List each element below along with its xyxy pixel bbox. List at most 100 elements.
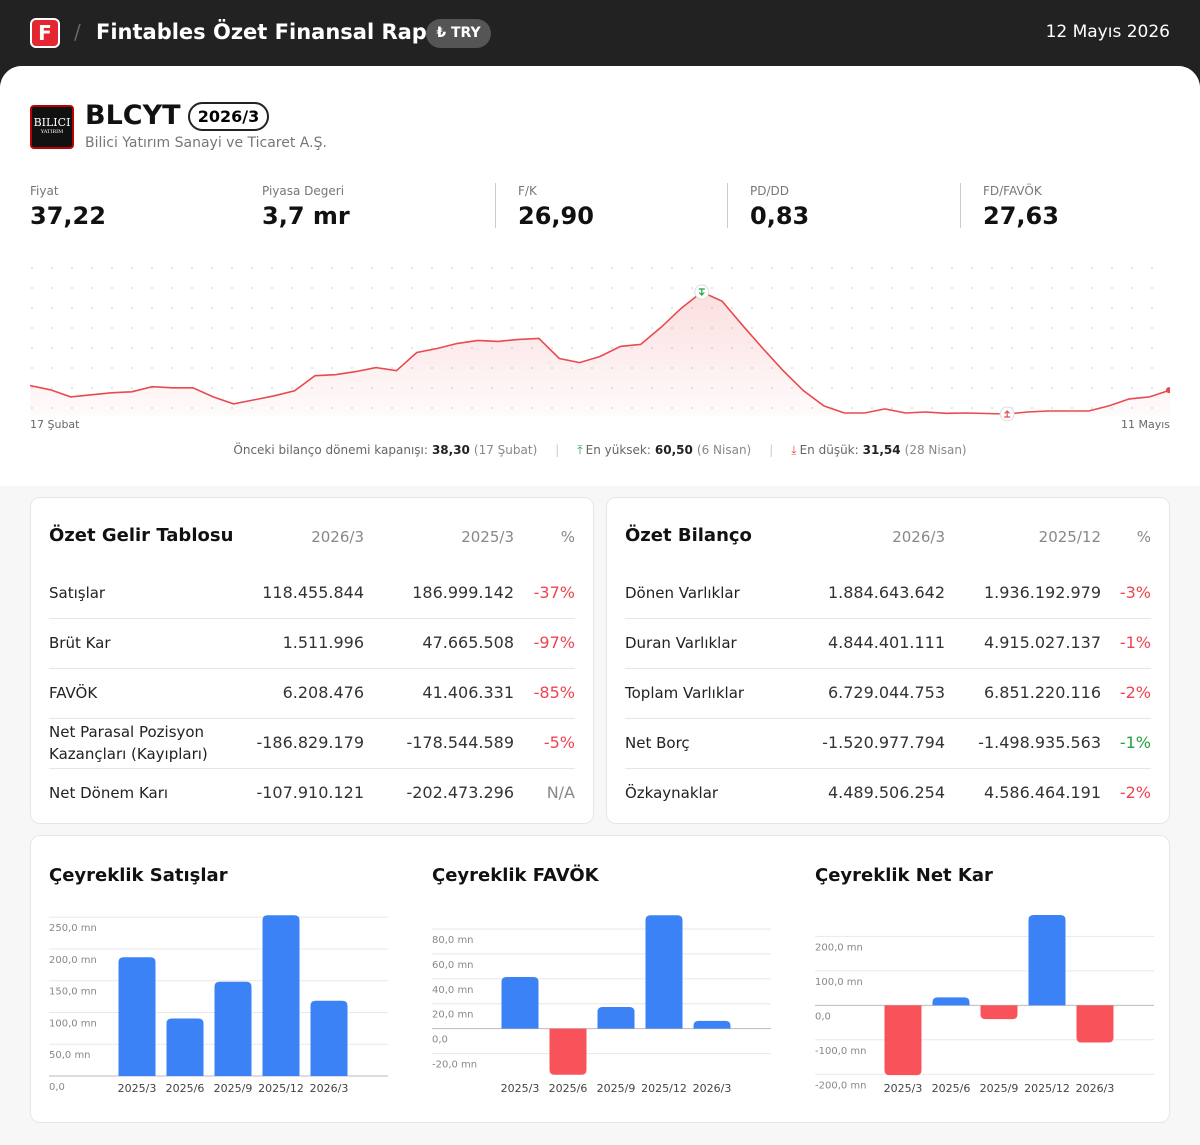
x-tick-label: 2025/3: [118, 1082, 157, 1095]
row-label: Satışlar: [49, 584, 106, 602]
row-label: Dönen Varlıklar: [625, 584, 740, 602]
stat-label: En düşük:: [799, 443, 859, 457]
company-logo: BILICI YATIRIM: [30, 105, 74, 149]
cell: -2%: [1119, 683, 1151, 702]
cell: -2%: [1119, 783, 1151, 802]
cell: -178.544.589: [406, 733, 514, 752]
row-border: [625, 718, 1151, 719]
table-title: Özet Bilanço: [625, 525, 752, 546]
metric-label: Fiyat: [30, 184, 59, 198]
currency: ₺ TRY: [426, 19, 491, 48]
metric-label: Piyasa Degeri: [262, 184, 345, 198]
cell: -37%: [533, 583, 575, 602]
title: Fintables Özet Finansal Rapor: [96, 20, 452, 44]
cell: 47.665.508: [422, 633, 514, 652]
row-label: Toplam Varlıklar: [625, 684, 745, 702]
table-title: Özet Gelir Tablosu: [49, 525, 234, 546]
cell: 6.729.044.753: [827, 683, 945, 702]
metric-value: 27,63: [983, 202, 1059, 230]
y-tick-label: 50,0 mn: [49, 1050, 91, 1061]
cell: -97%: [533, 633, 575, 652]
cell: -5%: [543, 733, 575, 752]
row-border: [49, 618, 575, 619]
metric-label: FD/FAVÖK: [983, 184, 1042, 198]
separator: [495, 183, 496, 228]
chart-title: Çeyreklik FAVÖK: [432, 864, 600, 886]
period: 2026/3: [188, 102, 269, 131]
x-tick-label: 2025/9: [597, 1082, 636, 1095]
price-chart: 17 Şubat 11 Mayıs: [30, 266, 1170, 431]
bar: [980, 1005, 1018, 1020]
bar: [549, 1028, 587, 1075]
x-tick-label: 2025/9: [980, 1082, 1019, 1095]
y-tick-label: 80,0 mn: [432, 935, 474, 946]
stat-icon: ⤒: [577, 443, 583, 457]
cell: -3%: [1119, 583, 1151, 602]
row-border: [625, 768, 1151, 769]
metric-label: PD/DD: [750, 184, 789, 198]
x-tick-label: 2025/12: [258, 1082, 304, 1095]
y-tick-label: -100,0 mn: [815, 1046, 867, 1057]
cell: 186.999.142: [412, 583, 514, 602]
low-marker: [999, 406, 1015, 422]
x-tick-label: 2025/9: [214, 1082, 253, 1095]
income-card: Özet Gelir Tablosu 2026/3 2025/3% Satışlar 1…: [30, 497, 594, 824]
cell: -107.910.121: [256, 783, 364, 802]
x-tick-label: 2026/3: [310, 1082, 349, 1095]
company-name: Bilici Yatırım Sanayi ve Ticaret A.Ş.: [85, 135, 327, 151]
x-tick-label: 2025/3: [884, 1082, 923, 1095]
stat-date: (6 Nisan): [696, 443, 752, 457]
metric-value: 0,83: [750, 202, 810, 230]
metric-label: F/K: [518, 184, 537, 198]
separator: [960, 183, 961, 228]
cell: 4.586.464.191: [983, 783, 1101, 802]
x-tick-label: 2026/3: [693, 1082, 732, 1095]
stat-value: 38,30: [431, 443, 470, 457]
row-label: Brüt Kar: [49, 634, 111, 652]
high-marker: [694, 284, 710, 300]
bar: [214, 981, 252, 1076]
row-label: Net Parasal Pozisyon Kazançları (Kayıpla…: [49, 723, 208, 763]
cell: 6.208.476: [282, 683, 364, 702]
main: BILICI YATIRIM BLCYT 2026/3 Bilici Yatır…: [0, 66, 1200, 1145]
cell: 6.851.220.116: [983, 683, 1101, 702]
column-header: 2025/3: [461, 528, 514, 546]
logo-text: BILICI: [33, 116, 71, 129]
metric-value: 3,7 mr: [262, 202, 350, 230]
row-border: [49, 768, 575, 769]
bar: [118, 957, 156, 1076]
x-tick-label: 2025/6: [932, 1082, 971, 1095]
metric-value: 37,22: [30, 202, 106, 230]
balance-card: Özet Bilanço 2026/3 2025/12% Dönen Varlıkla…: [606, 497, 1170, 824]
marker-arrow: [1004, 410, 1011, 418]
cell: 1.936.192.979: [983, 583, 1101, 602]
cell: -1.520.977.794: [822, 733, 945, 752]
cell: -1%: [1119, 633, 1151, 652]
cell: -186.829.179: [256, 733, 364, 752]
cell: -85%: [533, 683, 575, 702]
stat-date: (28 Nisan): [904, 443, 967, 457]
stat-sep: |: [769, 443, 774, 457]
separator: [727, 183, 728, 228]
column-header: 2026/3: [892, 528, 945, 546]
y-tick-label: 20,0 mn: [432, 1010, 474, 1021]
column-header: %: [1136, 528, 1151, 546]
bar: [310, 1000, 348, 1076]
stat: ⤒ En yüksek: 60,50 (6 Nisan): [577, 443, 751, 458]
price-area: [30, 292, 1170, 416]
bar: [501, 977, 539, 1029]
row-label: FAVÖK: [49, 684, 98, 702]
cell: -1%: [1119, 733, 1151, 752]
end-dot: [1166, 387, 1170, 394]
y-tick-label: 200,0 mn: [815, 942, 863, 953]
y-tick-label: -20,0 mn: [432, 1060, 477, 1071]
bar: [693, 1020, 731, 1029]
y-tick-label: 0,0: [49, 1082, 65, 1093]
cell: 4.915.027.137: [983, 633, 1101, 652]
logo: F: [30, 18, 60, 48]
divider: /: [74, 20, 81, 44]
bar: [645, 915, 683, 1029]
cell: 4.489.506.254: [827, 783, 945, 802]
row-label: Duran Varlıklar: [625, 634, 737, 652]
date: 12 Mayıs 2026: [1045, 22, 1170, 42]
